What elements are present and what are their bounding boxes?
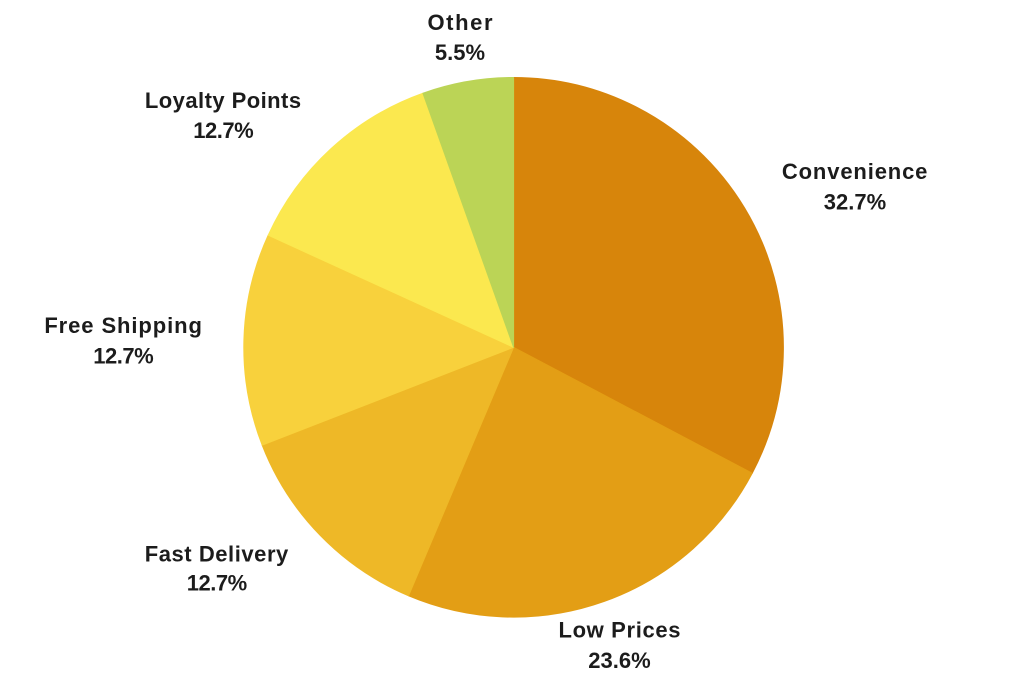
svg-text:Fast Delivery: Fast Delivery <box>145 541 289 566</box>
svg-text:Convenience: Convenience <box>782 159 928 184</box>
svg-text:Other: Other <box>427 10 494 35</box>
svg-text:Free Shipping: Free Shipping <box>44 313 203 338</box>
svg-text:Loyalty Points: Loyalty Points <box>145 88 302 113</box>
svg-text:12.7%: 12.7% <box>187 571 247 596</box>
svg-text:12.7%: 12.7% <box>93 344 153 369</box>
svg-text:23.6%: 23.6% <box>588 648 650 673</box>
svg-text:5.5%: 5.5% <box>435 40 485 65</box>
svg-text:Low Prices: Low Prices <box>559 618 682 643</box>
svg-text:32.7%: 32.7% <box>824 189 886 214</box>
svg-text:12.7%: 12.7% <box>193 118 253 143</box>
